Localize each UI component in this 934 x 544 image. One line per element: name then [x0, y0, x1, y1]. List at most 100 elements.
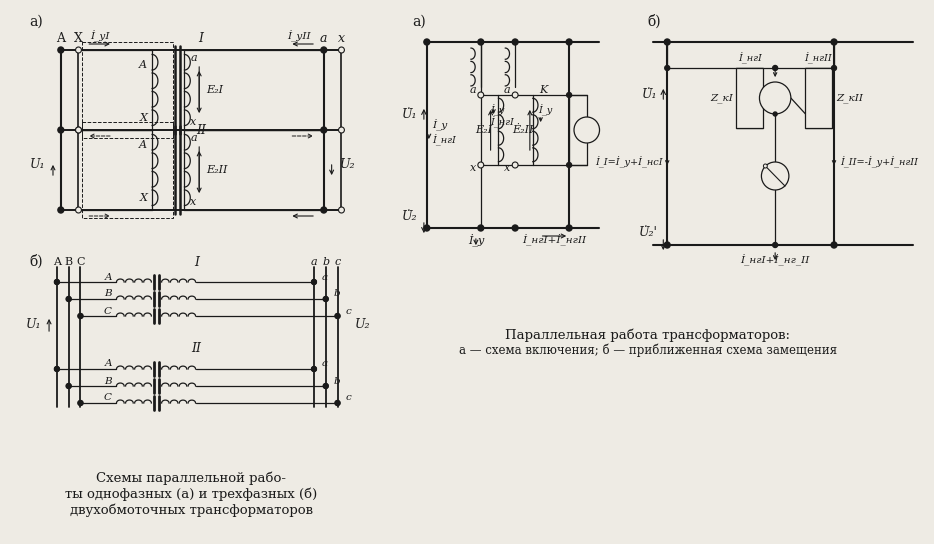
Text: U₂: U₂ — [355, 318, 371, 331]
Circle shape — [566, 39, 572, 45]
Text: İ_нгI: İ_нгI — [738, 52, 761, 64]
Circle shape — [574, 117, 600, 143]
Text: U₁: U₁ — [30, 158, 45, 171]
Circle shape — [831, 242, 837, 248]
Text: İ_y: İ_y — [768, 92, 783, 104]
Text: II: II — [191, 342, 201, 355]
Text: x: x — [191, 197, 196, 207]
Text: a: a — [320, 32, 328, 45]
Text: İ_II=-İ_y+İ_нгII: İ_II=-İ_y+İ_нгII — [840, 156, 918, 168]
Circle shape — [323, 296, 328, 301]
Circle shape — [664, 39, 671, 45]
Text: B: B — [105, 289, 112, 299]
Circle shape — [76, 127, 81, 133]
Text: İ_y: İ_y — [490, 104, 505, 116]
Text: A: A — [105, 273, 112, 281]
Text: A: A — [56, 32, 65, 45]
Circle shape — [338, 127, 345, 133]
Text: б): б) — [647, 15, 661, 29]
Text: x: x — [338, 32, 345, 45]
Circle shape — [831, 39, 837, 45]
Circle shape — [321, 127, 327, 133]
Circle shape — [66, 384, 71, 388]
Text: X: X — [139, 193, 148, 203]
Circle shape — [335, 313, 340, 318]
Circle shape — [566, 225, 572, 231]
Text: İ_y: İ_y — [432, 119, 447, 131]
Circle shape — [58, 207, 64, 213]
Circle shape — [323, 296, 328, 301]
Circle shape — [323, 384, 328, 388]
Text: İ_y: İ_y — [538, 104, 552, 116]
Circle shape — [478, 162, 484, 168]
Circle shape — [512, 162, 518, 168]
Text: c: c — [346, 306, 351, 316]
Circle shape — [335, 400, 340, 405]
Circle shape — [831, 65, 837, 71]
Text: a: a — [191, 133, 197, 143]
Text: İ_нгI+İ_нг_II: İ_нгI+İ_нг_II — [741, 254, 810, 266]
Circle shape — [323, 384, 328, 388]
Text: İ_нгI: İ_нгI — [490, 116, 515, 128]
Text: Ė₂II: Ė₂II — [512, 125, 533, 135]
Text: I: I — [199, 32, 204, 45]
Text: İ_уI: İ_уI — [91, 30, 110, 42]
Text: b: b — [333, 289, 340, 299]
Circle shape — [312, 367, 317, 372]
Circle shape — [66, 296, 71, 301]
Text: а — схема включения; б — приближенная схема замещения: а — схема включения; б — приближенная сх… — [459, 343, 837, 357]
Text: X: X — [139, 113, 148, 123]
Text: a: a — [191, 53, 197, 63]
Text: а): а) — [412, 15, 426, 29]
Text: U̇₁: U̇₁ — [642, 89, 658, 102]
Text: İ_нгI+İ_нгII: İ_нгI+İ_нгII — [522, 234, 587, 246]
Text: б): б) — [30, 255, 43, 269]
Circle shape — [54, 367, 60, 372]
Circle shape — [76, 47, 81, 53]
Circle shape — [424, 225, 430, 231]
Circle shape — [312, 367, 317, 372]
Text: b: b — [322, 257, 330, 267]
Circle shape — [761, 162, 789, 190]
Text: B: B — [64, 257, 73, 267]
Circle shape — [664, 242, 671, 248]
Text: двухобмоточных трансформаторов: двухобмоточных трансформаторов — [70, 503, 313, 517]
Text: İ_уII: İ_уII — [288, 30, 311, 42]
Circle shape — [54, 280, 60, 285]
Text: E₂II: E₂II — [206, 165, 228, 175]
Text: Ė₂I: Ė₂I — [475, 125, 492, 135]
Text: İ_y: İ_y — [768, 170, 783, 182]
Circle shape — [54, 367, 60, 372]
Text: U̇₁: U̇₁ — [402, 108, 417, 121]
Text: E₂I: E₂I — [206, 85, 223, 95]
Circle shape — [763, 164, 768, 168]
Text: B: B — [105, 376, 112, 386]
Text: Z_кII: Z_кII — [836, 93, 863, 103]
Text: a: a — [469, 85, 476, 95]
Text: а): а) — [30, 15, 43, 29]
Circle shape — [66, 384, 71, 388]
Circle shape — [54, 280, 60, 285]
Text: U̇₂: U̇₂ — [402, 209, 417, 222]
Text: c: c — [334, 257, 341, 267]
Circle shape — [321, 207, 327, 213]
Circle shape — [512, 92, 518, 98]
Text: a: a — [322, 273, 328, 281]
Circle shape — [772, 243, 778, 248]
Circle shape — [335, 400, 340, 405]
Text: a: a — [322, 360, 328, 368]
Text: II: II — [196, 123, 206, 137]
Circle shape — [772, 65, 778, 71]
Circle shape — [321, 47, 327, 53]
Text: x: x — [504, 163, 510, 173]
Circle shape — [567, 92, 572, 97]
Text: İ_I=İ_y+İ_нcI: İ_I=İ_y+İ_нcI — [595, 156, 662, 168]
Circle shape — [512, 225, 518, 231]
Text: a: a — [503, 85, 510, 95]
Text: Схемы параллельной рабо-: Схемы параллельной рабо- — [96, 471, 287, 485]
Text: b: b — [333, 376, 340, 386]
FancyBboxPatch shape — [736, 68, 763, 128]
Circle shape — [335, 313, 340, 318]
Text: A: A — [53, 257, 61, 267]
Circle shape — [478, 92, 484, 98]
